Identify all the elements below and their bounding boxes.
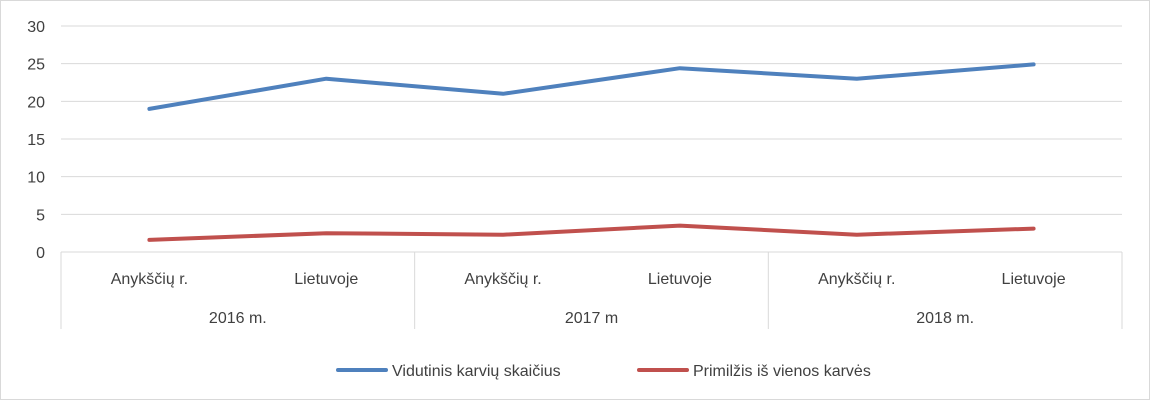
y-axis: 0 5 10 15 20 25 30 (27, 19, 45, 262)
y-tick-label: 15 (27, 132, 45, 149)
x-category-label: Anykščių r. (464, 271, 541, 288)
y-tick-label: 25 (27, 57, 45, 74)
x-category-label: Lietuvoje (648, 271, 712, 288)
y-tick-label: 0 (36, 245, 45, 262)
x-group-label: 2017 m (565, 310, 618, 327)
legend-label: Primilžis iš vienos karvės (693, 363, 871, 380)
gridlines (61, 26, 1122, 252)
series-line-1 (149, 64, 1033, 109)
x-group-label: 2016 m. (209, 310, 267, 327)
x-category-label: Anykščių r. (818, 271, 895, 288)
x-category-label: Lietuvoje (1002, 271, 1066, 288)
y-tick-label: 10 (27, 170, 45, 187)
y-tick-label: 20 (27, 94, 45, 111)
legend-label: Vidutinis karvių skaičius (392, 363, 561, 380)
legend: Vidutinis karvių skaičius Primilžis iš vi… (338, 363, 871, 380)
x-group-label: 2018 m. (916, 310, 974, 327)
y-tick-label: 5 (36, 207, 45, 224)
series-line-2 (149, 226, 1033, 240)
x-category-label: Lietuvoje (294, 271, 358, 288)
series-lines (149, 64, 1033, 240)
x-axis: Anykščių r. Lietuvoje Anykščių r. Lietuvoje… (61, 252, 1122, 329)
y-tick-label: 30 (27, 19, 45, 36)
x-category-label: Anykščių r. (111, 271, 188, 288)
